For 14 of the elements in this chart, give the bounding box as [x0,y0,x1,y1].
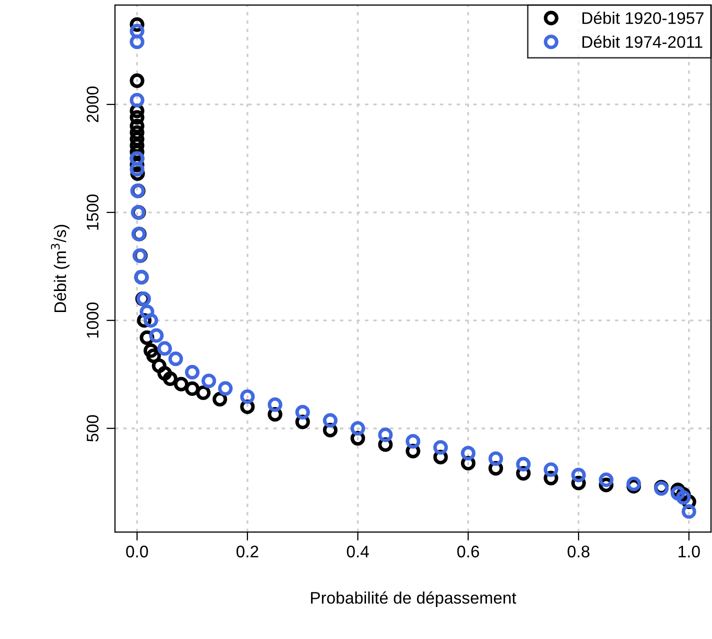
y-axis-title: Débit (m$^{3}$/s) [50,224,70,312]
x-tick-label: 0.2 [236,546,258,558]
legend-label: Débit 1920-1957 [582,12,704,24]
x-tick-label: 0.0 [126,546,148,558]
y-tick-label: 1500 [86,194,98,230]
y-tick-label: 1000 [86,302,98,338]
x-tick-label: 0.8 [568,546,590,558]
x-tick-label: 0.6 [457,546,480,558]
x-axis-title: Probabilité de dépassement [311,591,516,608]
x-tick-label: 1.0 [678,546,700,558]
x-tick-label: 0.4 [346,546,369,558]
legend-label: Débit 1974-2011 [582,35,702,48]
y-tick-label: 500 [86,415,98,442]
y-tick-label: 2000 [86,86,98,122]
